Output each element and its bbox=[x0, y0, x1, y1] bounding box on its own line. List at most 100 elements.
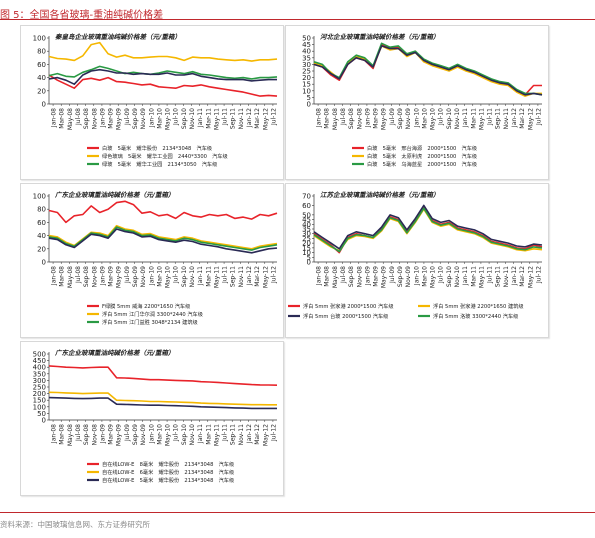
bottom-rule bbox=[0, 512, 595, 513]
legend-label: 白玻 5毫米 耀华股份 2134*3048 汽车级 bbox=[102, 144, 212, 152]
chart-title: 广东企业玻璃重油纯碱价格差（元/重箱） bbox=[54, 349, 174, 357]
series-line bbox=[48, 226, 278, 251]
y-tick-label: 60 bbox=[37, 219, 46, 227]
x-tick-label: Jan-09 bbox=[364, 108, 371, 128]
y-tick-label: 100 bbox=[33, 193, 46, 201]
x-tick-label: Sep-09 bbox=[397, 108, 404, 129]
x-tick-label: Jul-10 bbox=[438, 108, 445, 126]
y-tick-label: 5 bbox=[307, 254, 311, 262]
x-tick-label: Mar-10 bbox=[421, 266, 428, 287]
x-tick-label: Mar-11 bbox=[470, 108, 477, 129]
x-tick-label: Sep-11 bbox=[230, 108, 237, 129]
x-tick-label: May-12 bbox=[262, 424, 269, 446]
x-tick-label: Sep-09 bbox=[132, 424, 139, 445]
series-line bbox=[48, 224, 278, 250]
x-tick-label: Nov-11 bbox=[238, 424, 245, 446]
x-tick-label: Jul-10 bbox=[173, 108, 180, 126]
source-note: 资料来源：中国玻璃信息网、东方证券研究所 bbox=[0, 520, 150, 529]
x-tick-label: May-09 bbox=[381, 266, 388, 288]
x-tick-label: Jan-11 bbox=[462, 266, 469, 286]
y-tick-label: 40 bbox=[37, 232, 46, 240]
x-tick-label: Jul-08 bbox=[340, 266, 347, 284]
y-tick-label: 40 bbox=[302, 48, 311, 56]
y-tick-label: 45 bbox=[302, 41, 311, 49]
chart-svg: 江苏企业玻璃重油纯碱价格差（元/重箱） 051015202530354045506… bbox=[288, 191, 542, 320]
y-tick-label: 20 bbox=[37, 245, 46, 253]
legend-label: 白玻 5毫米 邢台海源 2000*1500 汽车级 bbox=[367, 144, 477, 152]
x-tick-label: Mar-10 bbox=[421, 108, 428, 129]
y-tick-label: 35 bbox=[302, 226, 311, 234]
x-tick-label: Sep-09 bbox=[132, 266, 139, 287]
x-tick-label: May-09 bbox=[381, 108, 388, 130]
x-tick-label: Sep-10 bbox=[181, 266, 188, 287]
x-tick-label: Mar-10 bbox=[156, 108, 163, 129]
legend-label: 白玻 5毫米 太原利虎 2000*1500 汽车级 bbox=[367, 152, 477, 160]
x-tick-label: Mar-11 bbox=[205, 108, 212, 129]
x-tick-label: May-11 bbox=[478, 266, 485, 288]
y-tick-label: 300 bbox=[33, 377, 46, 385]
figure-title: 图 5：全国各省玻璃-重油纯碱价格差 bbox=[0, 10, 164, 21]
x-tick-label: Jul-12 bbox=[270, 266, 277, 284]
chart-panel-guangdong-lowe: 广东企业玻璃重油纯碱价格差（元/重箱） 0 50 100 150 200 250 300 350… bbox=[20, 341, 284, 496]
chart-panel-guangdong: 广东企业玻璃重油纯碱价格差（元/重箱） 0 20 40 60 80 100 Jan-08 Mar… bbox=[20, 183, 284, 338]
series-line bbox=[48, 65, 278, 80]
x-tick-label: Mar-09 bbox=[373, 108, 380, 129]
chart-title: 河北企业玻璃重油纯碱价格差（元/重箱） bbox=[320, 33, 439, 41]
y-tick-label: 150 bbox=[33, 397, 46, 405]
x-tick-label: Jul-08 bbox=[340, 108, 347, 126]
x-tick-label: Nov-11 bbox=[238, 266, 245, 288]
x-tick-label: Sep-08 bbox=[348, 108, 355, 129]
x-tick-label: Jan-09 bbox=[364, 266, 371, 286]
series-line bbox=[48, 74, 278, 97]
x-tick-label: Mar-12 bbox=[519, 266, 526, 287]
x-tick-label: Nov-08 bbox=[91, 266, 98, 288]
x-tick-label: Jul-11 bbox=[222, 266, 229, 284]
x-tick-label: May-11 bbox=[213, 424, 220, 446]
x-tick-label: Mar-09 bbox=[373, 266, 380, 287]
x-tick-label: Jul-12 bbox=[535, 108, 542, 126]
x-tick-label: May-10 bbox=[430, 108, 437, 130]
x-tick-label: Sep-08 bbox=[83, 424, 90, 445]
x-tick-label: Jan-08 bbox=[51, 424, 58, 444]
x-tick-label: May-08 bbox=[67, 108, 74, 130]
x-tick-label: May-12 bbox=[527, 108, 534, 130]
x-tick-label: May-09 bbox=[116, 266, 123, 288]
x-tick-label: Jul-08 bbox=[75, 108, 82, 126]
x-tick-label: Jan-12 bbox=[511, 108, 518, 128]
x-tick-label: Mar-12 bbox=[254, 424, 261, 445]
x-tick-label: May-10 bbox=[165, 424, 172, 446]
legend-label: 绿玻 5毫米 耀华工业园 2134*3050 汽车级 bbox=[102, 160, 217, 168]
x-tick-label: Jul-09 bbox=[124, 266, 131, 284]
x-tick-label: May-08 bbox=[332, 266, 339, 288]
legend-label: 绿色玻璃 5毫米 耀华工业园 2440*3300 汽车级 bbox=[102, 152, 228, 160]
chart-svg: 广东企业玻璃重油纯碱价格差（元/重箱） 050100150200250300350… bbox=[33, 349, 278, 484]
x-tick-label: Jan-08 bbox=[51, 266, 58, 286]
x-tick-label: Jul-12 bbox=[535, 266, 542, 284]
x-tick-label: May-08 bbox=[67, 424, 74, 446]
x-tick-label: May-10 bbox=[430, 266, 437, 288]
x-tick-label: Jul-10 bbox=[173, 266, 180, 284]
x-tick-label: Jan-09 bbox=[99, 424, 106, 444]
legend-label: 浮白 5mm 洛玻 3300*2440 汽车级 bbox=[433, 312, 518, 320]
x-tick-label: May-08 bbox=[332, 108, 339, 130]
x-tick-label: Jan-10 bbox=[148, 108, 155, 128]
x-tick-label: Nov-08 bbox=[91, 424, 98, 446]
x-tick-label: Sep-11 bbox=[495, 266, 502, 287]
x-tick-label: Jul-11 bbox=[487, 266, 494, 284]
y-tick-label: 0 bbox=[307, 101, 311, 109]
x-tick-label: Nov-09 bbox=[405, 108, 412, 130]
x-tick-label: Jan-11 bbox=[197, 266, 204, 286]
x-tick-label: Sep-10 bbox=[181, 108, 188, 129]
x-tick-label: Sep-08 bbox=[83, 108, 90, 129]
y-tick-label: 40 bbox=[302, 221, 311, 229]
y-tick-label: 350 bbox=[33, 370, 46, 378]
x-tick-label: May-12 bbox=[527, 266, 534, 288]
y-tick-label: 80 bbox=[37, 48, 46, 56]
x-tick-label: Jan-08 bbox=[316, 266, 323, 286]
x-tick-label: Jan-08 bbox=[316, 108, 323, 128]
x-tick-label: Jul-12 bbox=[270, 424, 277, 442]
legend-label: 浮白 5mm 台玻 2000*1500 汽车级 bbox=[303, 312, 388, 320]
y-tick-label: 40 bbox=[37, 74, 46, 82]
